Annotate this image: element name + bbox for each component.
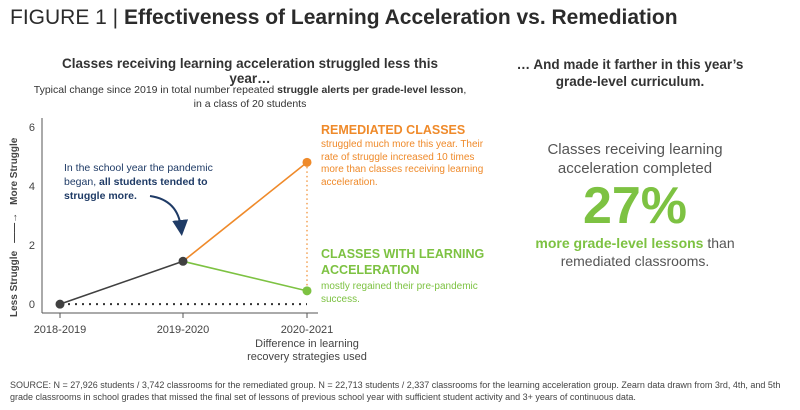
chart-subtitle-bold: struggle alerts per grade-level lesson bbox=[277, 84, 464, 96]
x-tick-label: 2018-2019 bbox=[34, 324, 87, 336]
point-2019-2020 bbox=[178, 256, 188, 266]
stat-value: 27% bbox=[582, 177, 688, 235]
acceleration-desc: mostly regained their pre-pandemic succe… bbox=[321, 281, 478, 305]
callout-bold: all students tended to struggle more. bbox=[64, 176, 208, 202]
chart-subtitle-post: , in a class of 20 students bbox=[193, 84, 467, 110]
figure-label: FIGURE 1 | bbox=[10, 6, 119, 29]
series-line-0 bbox=[59, 260, 184, 305]
y-axis-label: Less Struggle——→More Struggle bbox=[9, 137, 20, 317]
chart-subtitle-pre: Typical change since 2019 in total numbe… bbox=[33, 84, 278, 96]
y-tick-label: 0 bbox=[29, 299, 35, 311]
pandemic-callout: In the school year the pandemic began, a… bbox=[64, 161, 244, 203]
callout-arrow bbox=[149, 195, 189, 236]
stat-highlight: more grade-level lessons bbox=[535, 235, 704, 251]
acceleration-annotation: CLASSES WITH LEARNING ACCELERATION mostl… bbox=[321, 246, 491, 306]
left-heading: Classes receiving learning acceleration … bbox=[62, 56, 438, 86]
point-2018-2019 bbox=[55, 299, 65, 309]
series-line-1 bbox=[182, 161, 308, 262]
stat-pre-text: Classes receiving learning acceleration … bbox=[547, 141, 723, 177]
remediated-desc: struggled much more this year. Their rat… bbox=[321, 139, 484, 188]
y-tick-label: 6 bbox=[29, 122, 35, 134]
x-axis-label: Difference in learning recovery strategie… bbox=[247, 338, 367, 363]
series-line-2 bbox=[182, 260, 308, 292]
point-remediated-2020-2021 bbox=[302, 157, 312, 167]
point-acceleration-2020-2021 bbox=[302, 286, 312, 296]
figure-title: FIGURE 1 | Effectiveness of Learning Acc… bbox=[10, 6, 678, 30]
stat-post-text: more grade-level lessons than remediated… bbox=[510, 234, 760, 270]
figure-title-text: Effectiveness of Learning Acceleration v… bbox=[123, 6, 678, 29]
chart-subtitle: Typical change since 2019 in total numbe… bbox=[30, 83, 470, 111]
y-tick-label: 4 bbox=[29, 181, 35, 193]
stat-box: Classes receiving learning acceleration … bbox=[510, 140, 760, 270]
callout-pre: In the school year the pandemic began, bbox=[64, 162, 213, 188]
right-heading: … And made it farther in this year’s gra… bbox=[516, 57, 744, 89]
remediated-annotation: REMEDIATED CLASSES struggled much more t… bbox=[321, 123, 491, 189]
y-tick-label: 2 bbox=[29, 240, 35, 252]
acceleration-title: CLASSES WITH LEARNING ACCELERATION bbox=[321, 247, 485, 277]
remediated-title: REMEDIATED CLASSES bbox=[321, 123, 466, 137]
source-note: SOURCE: N = 27,926 students / 3,742 clas… bbox=[10, 380, 781, 402]
x-tick-label: 2020-2021 bbox=[281, 324, 334, 336]
stat-post: than remediated classrooms. bbox=[560, 235, 735, 269]
x-tick-label: 2019-2020 bbox=[157, 324, 210, 336]
